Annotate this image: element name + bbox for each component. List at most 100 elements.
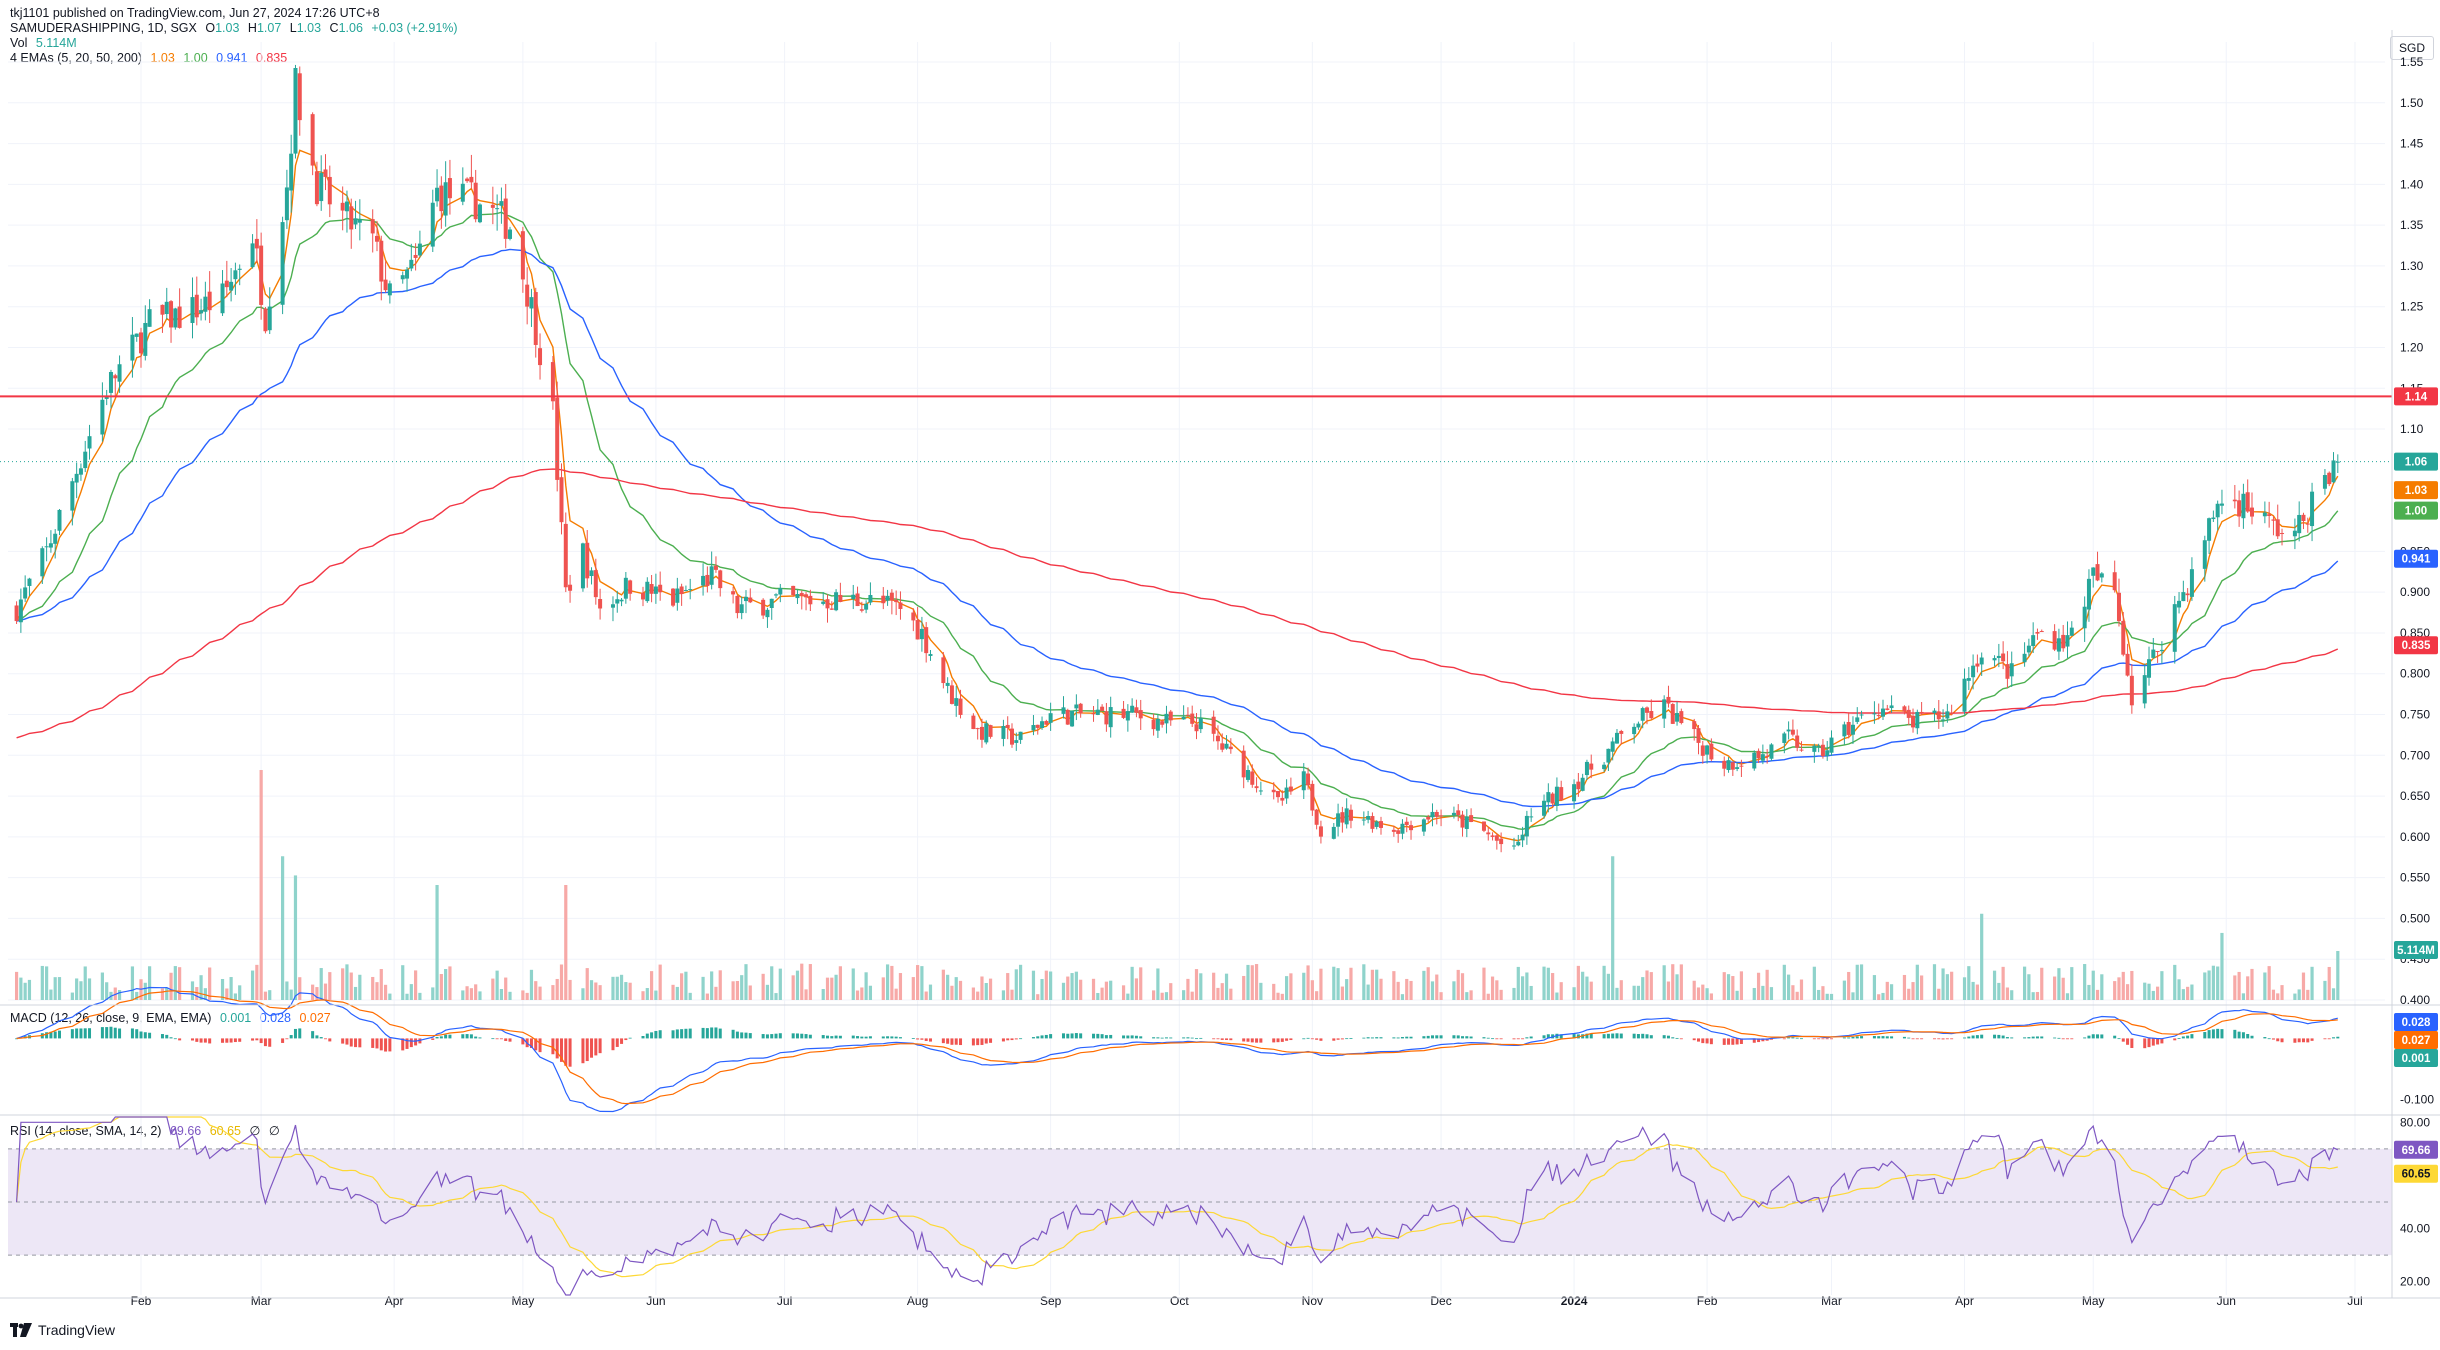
candle-body [1181, 716, 1186, 720]
candle-body [615, 599, 620, 604]
volume-bar [1254, 964, 1259, 1000]
candle-body [1340, 812, 1345, 823]
candle-body [477, 204, 482, 223]
macd-histogram-bar [2271, 1038, 2275, 1040]
rsi-tick-label: 20.00 [2400, 1275, 2430, 1289]
rsi-ma-badge-bg [2394, 1164, 2438, 1183]
candle-body [821, 601, 826, 604]
volume-bar [1310, 980, 1314, 1000]
volume-value: 5.114M [35, 36, 77, 50]
candle-body [1529, 816, 1534, 818]
macd-histogram-bar [1104, 1035, 1108, 1039]
macd-histogram-bar [2246, 1033, 2250, 1039]
candle-body [761, 599, 766, 616]
candle-body [1070, 710, 1075, 727]
rsi-upper-empty: ∅ [249, 1124, 261, 1138]
candle-body [104, 396, 109, 399]
macd-line-badge: 0.028 [2402, 1017, 2431, 1029]
macd-histogram-bar [1757, 1038, 1761, 1043]
tradingview-logo[interactable]: TradingView [10, 1322, 115, 1338]
macd-histogram-bar [950, 1038, 954, 1045]
candle-body [280, 222, 285, 305]
volume-bar [1722, 972, 1726, 1000]
macd-histogram-bar [1915, 1038, 1919, 1040]
volume-bar [671, 984, 675, 1000]
candle-body [83, 451, 88, 469]
volume-bar [250, 970, 255, 1000]
macd-histogram-bar [559, 1038, 563, 1062]
macd-histogram-bar [834, 1035, 838, 1039]
volume-bar [379, 969, 383, 1000]
macd-histogram-bar [435, 1036, 439, 1039]
macd-histogram-bar [1349, 1038, 1353, 1039]
candle-body [1370, 816, 1375, 829]
macd-histogram-bar [2121, 1038, 2125, 1042]
volume-bar [1036, 994, 1040, 1000]
candle-body [769, 598, 774, 608]
price-tick-label: 1.30 [2400, 259, 2424, 273]
macd-histogram-bar [2306, 1038, 2310, 1043]
volume-legend: Vol 5.114M [10, 36, 82, 50]
macd-histogram-bar [2100, 1034, 2104, 1039]
macd-histogram-bar [821, 1035, 825, 1039]
macd-histogram-bar [1272, 1038, 1276, 1043]
macd-histogram-bar [538, 1038, 542, 1053]
candle-body [623, 577, 628, 599]
volume-bar [1937, 988, 1941, 1000]
macd-histogram-bar [1074, 1033, 1078, 1039]
candle-body [1108, 707, 1113, 728]
price-tick-label: 0.650 [2400, 789, 2430, 803]
volume-bar [1422, 970, 1426, 1000]
macd-histogram-bar [388, 1038, 392, 1052]
volume-bar [431, 987, 435, 1000]
volume-bar [2190, 984, 2194, 1000]
volume-bar [2220, 932, 2224, 1000]
macd-histogram-bar [1752, 1038, 1756, 1043]
macd-histogram-bar [1795, 1037, 1799, 1039]
candle-body [48, 543, 53, 548]
volume-bar [229, 977, 233, 1000]
candle-body [400, 275, 405, 280]
candle-body [979, 726, 984, 740]
volume-bar [1272, 983, 1276, 1000]
macd-histogram-bar [568, 1038, 572, 1067]
macd-histogram-bar [1937, 1038, 1941, 1040]
candle-body [739, 604, 744, 614]
macd-histogram-bar [984, 1038, 988, 1044]
candle-body [580, 543, 585, 589]
macd-histogram-bar [2297, 1038, 2301, 1043]
macd-histogram-bar [1997, 1034, 2001, 1039]
candle-body [520, 231, 525, 280]
volume-bar [1216, 987, 1220, 1000]
candle-body [1876, 715, 1881, 717]
currency-selector[interactable]: SGD [2390, 36, 2434, 60]
macd-histogram-bar [2087, 1035, 2091, 1039]
volume-bar [1199, 973, 1203, 1000]
macd-histogram-bar [504, 1038, 508, 1041]
candle-body [1194, 724, 1199, 732]
ema20-badge-bg [2394, 501, 2438, 520]
macd-histogram-bar [1216, 1038, 1220, 1040]
candle-body [1048, 713, 1053, 723]
volume-bar [1495, 980, 1499, 1000]
candle-body [1602, 764, 1607, 770]
volume-bar [448, 966, 452, 1000]
macd-histogram-bar [1877, 1036, 1881, 1039]
volume-bar [1375, 969, 1379, 1000]
volume-bar [1070, 973, 1074, 1000]
volume-bar [855, 990, 860, 1000]
macd-histogram-bar [1302, 1038, 1306, 1040]
macd-histogram-bar [2027, 1037, 2031, 1039]
volume-bar [285, 981, 289, 1000]
volume-bar [1315, 991, 1319, 1000]
candle-body [1962, 678, 1967, 712]
volume-bar [1130, 966, 1134, 1000]
macd-histogram-bar [293, 1028, 297, 1039]
macd-histogram-bar [2207, 1030, 2211, 1039]
macd-histogram-bar [1079, 1033, 1083, 1039]
candle-body [503, 198, 508, 239]
macd-histogram-bar [2057, 1037, 2061, 1039]
rsi-line [16, 1116, 2339, 1296]
macd-histogram-bar [1817, 1038, 1821, 1040]
